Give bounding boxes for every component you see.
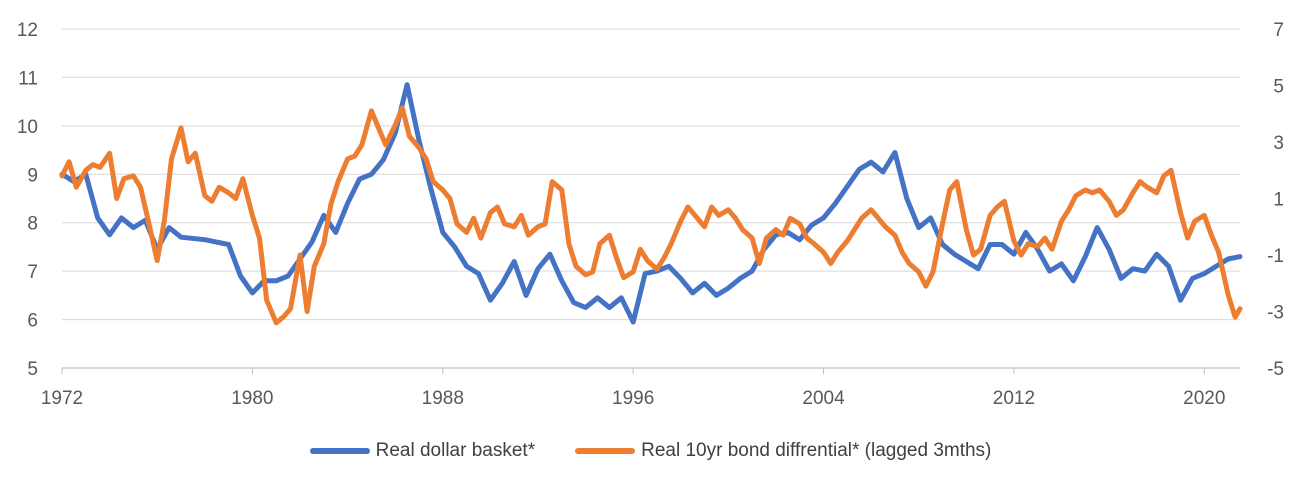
left-y-tick-label: 10 bbox=[17, 117, 38, 138]
x-tick-label: 2012 bbox=[993, 388, 1035, 409]
legend: Real dollar basket* Real 10yr bond diffr… bbox=[0, 440, 1301, 462]
series-line-real-dollar-basket bbox=[59, 82, 1243, 325]
legend-swatch-orange bbox=[575, 448, 636, 454]
left-y-tick-label: 9 bbox=[27, 165, 38, 186]
left-y-tick-label: 11 bbox=[18, 68, 38, 89]
x-tick-label: 1972 bbox=[41, 388, 83, 409]
left-y-axis-ticks: 5 6 7 8 9 10 11 12 bbox=[17, 20, 38, 380]
right-y-tick-label: -3 bbox=[1267, 303, 1284, 324]
legend-item-real-bond-differential: Real 10yr bond diffrential* (lagged 3mth… bbox=[575, 440, 991, 462]
legend-item-real-dollar-basket: Real dollar basket* bbox=[309, 440, 536, 462]
left-y-tick-label: 8 bbox=[27, 214, 38, 235]
right-y-tick-label: 1 bbox=[1273, 190, 1284, 211]
grid-lines bbox=[62, 28, 1240, 321]
x-tick-label: 2020 bbox=[1183, 388, 1225, 409]
right-y-tick-label: 5 bbox=[1273, 77, 1284, 98]
x-tick-label: 1996 bbox=[612, 388, 654, 409]
x-tick-label: 1988 bbox=[422, 388, 464, 409]
left-y-tick-label: 6 bbox=[27, 311, 38, 332]
legend-label-real-dollar-basket: Real dollar basket* bbox=[375, 440, 536, 461]
legend-swatch-blue bbox=[309, 448, 370, 454]
left-y-tick-label: 12 bbox=[17, 20, 38, 41]
right-y-tick-label: -5 bbox=[1267, 359, 1284, 380]
x-axis-ticks: 1972 1980 1988 1996 2004 2012 2020 bbox=[41, 368, 1225, 409]
right-y-tick-label: 7 bbox=[1273, 20, 1284, 41]
x-tick-label: 1980 bbox=[231, 388, 273, 409]
right-y-tick-label: 3 bbox=[1273, 133, 1284, 154]
right-y-tick-label: -1 bbox=[1267, 246, 1284, 267]
left-y-tick-label: 7 bbox=[27, 262, 38, 283]
left-y-tick-label: 5 bbox=[27, 359, 38, 380]
legend-label-real-bond-differential: Real 10yr bond diffrential* (lagged 3mth… bbox=[641, 440, 992, 461]
series-line-real-bond-differential bbox=[59, 105, 1243, 326]
right-y-axis-ticks: -5 -3 -1 1 3 5 7 bbox=[1267, 20, 1284, 380]
x-tick-label: 2004 bbox=[802, 388, 845, 409]
series-group bbox=[59, 82, 1243, 326]
